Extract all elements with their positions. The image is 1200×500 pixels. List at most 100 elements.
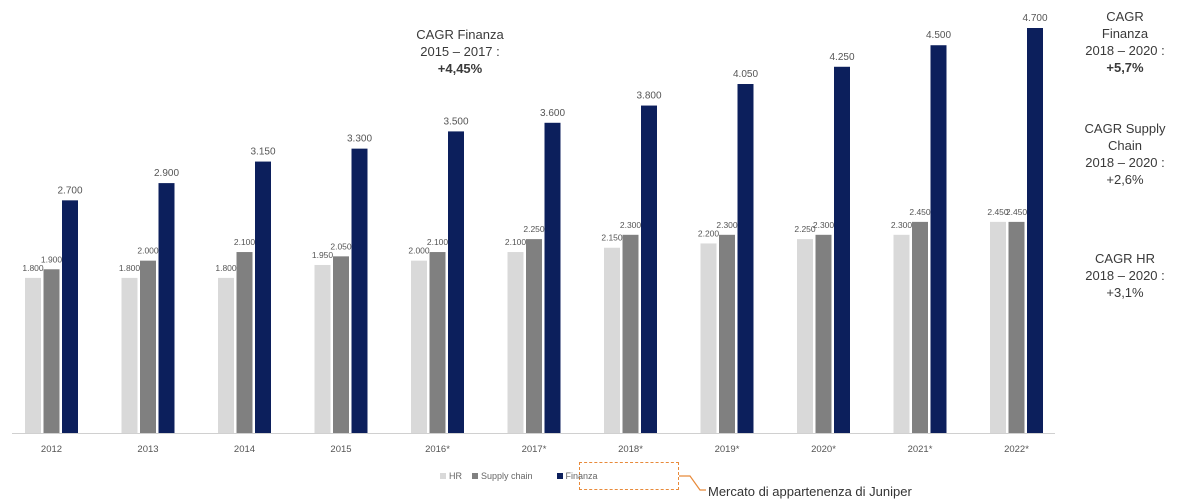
annotation-value: +4,45%: [437, 61, 483, 76]
bar-finanza: [351, 148, 368, 433]
bar-supply-chain: [719, 234, 735, 433]
data-label-finanza: 4.700: [1022, 13, 1047, 24]
bar-hr: [604, 247, 620, 433]
bar-finanza: [255, 161, 271, 433]
bar-supply-chain: [140, 260, 156, 433]
bar-finanza: [737, 84, 754, 434]
data-label-hr: 1.800: [215, 263, 237, 273]
annotation-cagr-supply-chain-2018-2020: CAGR Supply Chain 2018 – 2020 : +2,6%: [1060, 120, 1190, 188]
bar-hr: [797, 239, 813, 433]
annotation-line: 2018 – 2020 :: [1085, 268, 1165, 283]
data-label-hr: 2.450: [987, 207, 1009, 217]
legend-item-hr: HR: [440, 471, 462, 481]
bar-finanza: [641, 105, 657, 433]
bar-hr: [314, 264, 331, 433]
legend-label-hr: HR: [449, 471, 462, 481]
bar-finanza: [158, 183, 175, 433]
finanza-highlight-box: [579, 462, 679, 490]
data-label-hr: 1.800: [22, 263, 44, 273]
data-label-finanza: 3.150: [250, 147, 275, 158]
annotation-cagr-finanza-2018-2020: CAGR Finanza 2018 – 2020 : +5,7%: [1060, 8, 1190, 76]
legend-label-finanza: Finanza: [565, 471, 598, 481]
data-label-supply-chain: 2.050: [330, 241, 352, 251]
data-label-hr: 2.300: [891, 220, 913, 230]
x-tick-label: 2020*: [811, 444, 836, 455]
legend-item-supply-chain: Supply chain: [472, 471, 533, 481]
x-tick-label: 2022*: [1004, 444, 1029, 455]
annotation-value: +5,7%: [1106, 60, 1144, 75]
data-label-finanza: 3.800: [636, 91, 661, 102]
legend-swatch-hr: [440, 473, 446, 479]
x-tick-label: 2012: [41, 444, 62, 455]
bar-finanza: [544, 122, 561, 433]
data-label-hr: 2.250: [794, 224, 816, 234]
data-label-supply-chain: 1.900: [41, 254, 63, 264]
data-label-finanza: 3.500: [443, 116, 468, 127]
bar-hr: [990, 221, 1006, 433]
data-label-finanza: 3.600: [540, 108, 565, 119]
bar-supply-chain: [526, 239, 542, 433]
bar-supply-chain: [815, 234, 832, 433]
data-label-supply-chain: 2.450: [1006, 207, 1028, 217]
data-label-supply-chain: 2.100: [234, 237, 256, 247]
annotation-cagr-hr-2018-2020: CAGR HR 2018 – 2020 : +3,1%: [1060, 250, 1190, 301]
x-tick-label: 2015: [330, 444, 351, 455]
legend-swatch-finanza: [556, 473, 563, 479]
legend-swatch-supply-chain: [472, 473, 478, 479]
annotation-cagr-finanza-2015-2017: CAGR Finanza 2015 – 2017 : +4,45%: [370, 26, 550, 77]
annotation-line: CAGR Finanza: [416, 27, 504, 42]
x-tick-label: 2016*: [425, 444, 450, 455]
juniper-note: Mercato di appartenenza di Juniper: [708, 484, 912, 499]
bar-supply-chain: [43, 269, 60, 433]
chart-legend: HR Supply chain Finanza: [440, 468, 598, 484]
data-label-supply-chain: 2.100: [427, 237, 449, 247]
data-label-hr: 2.000: [408, 246, 430, 256]
data-label-hr: 1.950: [312, 250, 334, 260]
data-label-hr: 2.200: [698, 228, 720, 238]
bar-hr: [507, 252, 524, 433]
data-label-finanza: 2.900: [154, 168, 179, 179]
annotation-value: +3,1%: [1106, 285, 1144, 300]
bar-supply-chain: [622, 234, 639, 433]
legend-label-supply-chain: Supply chain: [481, 471, 533, 481]
data-label-supply-chain: 2.250: [523, 224, 545, 234]
x-tick-label: 2019*: [715, 444, 740, 455]
annotation-line: CAGR Supply: [1084, 121, 1166, 136]
annotation-line: Chain: [1108, 138, 1142, 153]
data-label-supply-chain: 2.300: [813, 220, 835, 230]
bar-supply-chain: [912, 221, 928, 433]
bar-finanza: [448, 131, 464, 434]
data-label-finanza: 4.250: [829, 52, 854, 63]
data-label-supply-chain: 2.300: [620, 220, 642, 230]
bar-finanza: [1027, 28, 1043, 433]
annotation-line: Finanza: [1101, 26, 1149, 41]
bar-supply-chain: [236, 252, 253, 433]
x-tick-label: 2018*: [618, 444, 643, 455]
bar-finanza: [62, 200, 78, 433]
bar-finanza: [930, 45, 947, 434]
legend-item-finanza: Finanza: [556, 471, 598, 481]
x-tick-label: 2021*: [908, 444, 933, 455]
data-label-supply-chain: 2.000: [137, 246, 159, 256]
bar-hr: [25, 277, 41, 433]
data-label-supply-chain: 2.300: [716, 220, 738, 230]
data-label-hr: 2.150: [601, 233, 623, 243]
data-label-finanza: 2.700: [57, 185, 82, 196]
bar-supply-chain: [429, 252, 446, 433]
annotation-line: 2018 – 2020 :: [1085, 155, 1165, 170]
data-label-hr: 2.100: [505, 237, 527, 247]
bar-hr: [218, 277, 234, 433]
bar-hr: [893, 234, 910, 433]
bar-hr: [121, 277, 138, 433]
annotation-line: 2018 – 2020 :: [1085, 43, 1165, 58]
data-label-hr: 1.800: [119, 263, 141, 273]
data-label-finanza: 3.300: [347, 134, 372, 145]
bar-hr: [411, 260, 427, 433]
annotation-value: +2,6%: [1106, 172, 1144, 187]
data-label-finanza: 4.050: [733, 69, 758, 80]
x-tick-label: 2013: [137, 444, 158, 455]
annotation-line: CAGR: [1106, 9, 1144, 24]
data-label-finanza: 4.500: [926, 30, 951, 41]
annotation-line: 2015 – 2017 :: [420, 44, 500, 59]
